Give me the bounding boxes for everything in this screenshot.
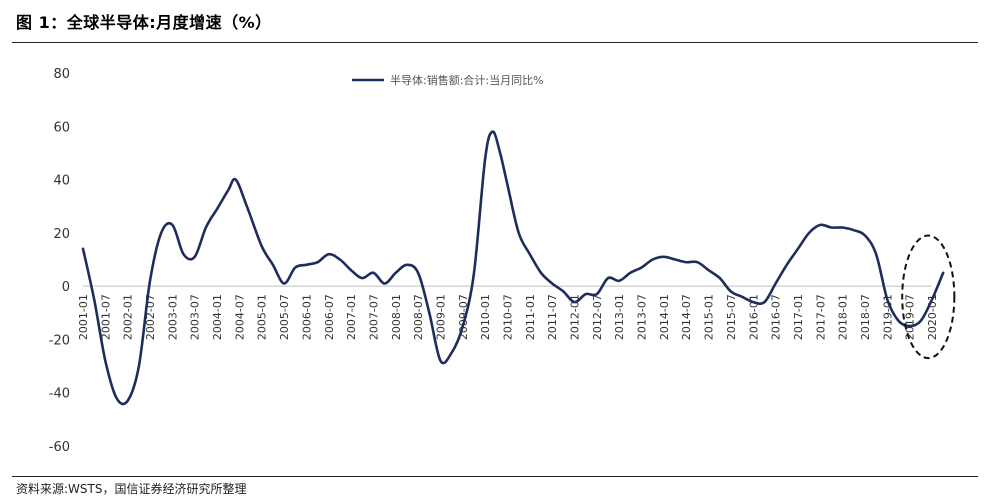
- x-tick-label: 2005-01: [256, 294, 269, 340]
- series-layer: [81, 130, 945, 406]
- bottom-rule: [12, 476, 978, 477]
- y-tick-label: 40: [53, 174, 70, 189]
- x-tick-label: 2014-07: [680, 294, 693, 340]
- x-tick-label: 2008-07: [412, 294, 425, 340]
- x-tick-label: 2017-07: [814, 294, 827, 340]
- y-tick-label: -20: [49, 333, 70, 348]
- x-tick-label: 2011-07: [546, 294, 559, 340]
- x-tick-label: 2012-01: [569, 294, 582, 340]
- x-tick-label: 2007-01: [345, 294, 358, 340]
- x-tick-label: 2010-07: [502, 294, 515, 340]
- x-tick-label: 2016-01: [747, 294, 760, 340]
- x-tick-label: 2019-07: [904, 294, 917, 340]
- y-tick-label: 60: [53, 120, 70, 135]
- x-tick-label: 2009-07: [457, 294, 470, 340]
- x-tick-label: 2006-07: [323, 294, 336, 340]
- x-tick-label: 2004-07: [233, 294, 246, 340]
- annotation-layer: [901, 234, 956, 360]
- y-tick-label: 80: [53, 67, 70, 82]
- x-tick-label: 2013-01: [613, 294, 626, 340]
- y-tick-label: -60: [49, 440, 70, 455]
- series-line: [81, 130, 945, 406]
- x-tick-label: 2015-01: [703, 294, 716, 340]
- source-note: 资料来源:WSTS，国信证券经济研究所整理: [16, 482, 247, 496]
- x-tick-label: 2019-01: [881, 294, 894, 340]
- x-tick-label: 2008-01: [390, 294, 403, 340]
- y-tick-label: 0: [62, 280, 70, 295]
- x-tick-label: 2011-01: [524, 294, 537, 340]
- x-tick-label: 2007-07: [367, 294, 380, 340]
- x-tick-label: 2001-01: [77, 294, 90, 340]
- x-tick-label: 2010-01: [479, 294, 492, 340]
- x-tick-label: 2004-01: [211, 294, 224, 340]
- top-rule: [12, 42, 978, 43]
- x-tick-label: 2001-07: [99, 294, 112, 340]
- highlight-ellipse: [901, 234, 956, 360]
- y-axis: -60 -40 -20 0 20 40 60 80: [49, 67, 70, 455]
- x-tick-label: 2006-01: [300, 294, 313, 340]
- x-tick-label: 2002-01: [122, 294, 135, 340]
- x-tick-label: 2003-01: [166, 294, 179, 340]
- x-tick-label: 2018-07: [859, 294, 872, 340]
- x-tick-label: 2015-07: [725, 294, 738, 340]
- x-tick-label: 2012-07: [591, 294, 604, 340]
- y-tick-label: -40: [49, 387, 70, 402]
- y-tick-label: 20: [53, 227, 70, 242]
- figure-title: 图 1：全球半导体:月度增速（%）: [16, 13, 272, 32]
- x-tick-label: 2013-07: [636, 294, 649, 340]
- x-tick-label: 2003-07: [189, 294, 202, 340]
- x-axis: 2001-01 2001-07 2002-01 2002-07 2003-01 2003-…: [77, 285, 939, 340]
- x-tick-label: 2009-01: [434, 294, 447, 340]
- x-tick-label: 2005-07: [278, 294, 291, 340]
- legend-label: 半导体:销售额:合计:当月同比%: [390, 73, 544, 87]
- x-tick-label: 2014-01: [658, 294, 671, 340]
- legend: 半导体:销售额:合计:当月同比%: [352, 73, 544, 87]
- line-chart: -60 -40 -20 0 20 40 60 80 2001-01 2001-07 2002-01…: [49, 67, 956, 455]
- x-tick-label: 2016-07: [770, 294, 783, 340]
- x-tick-label: 2017-01: [792, 294, 805, 340]
- x-tick-label: 2018-01: [837, 294, 850, 340]
